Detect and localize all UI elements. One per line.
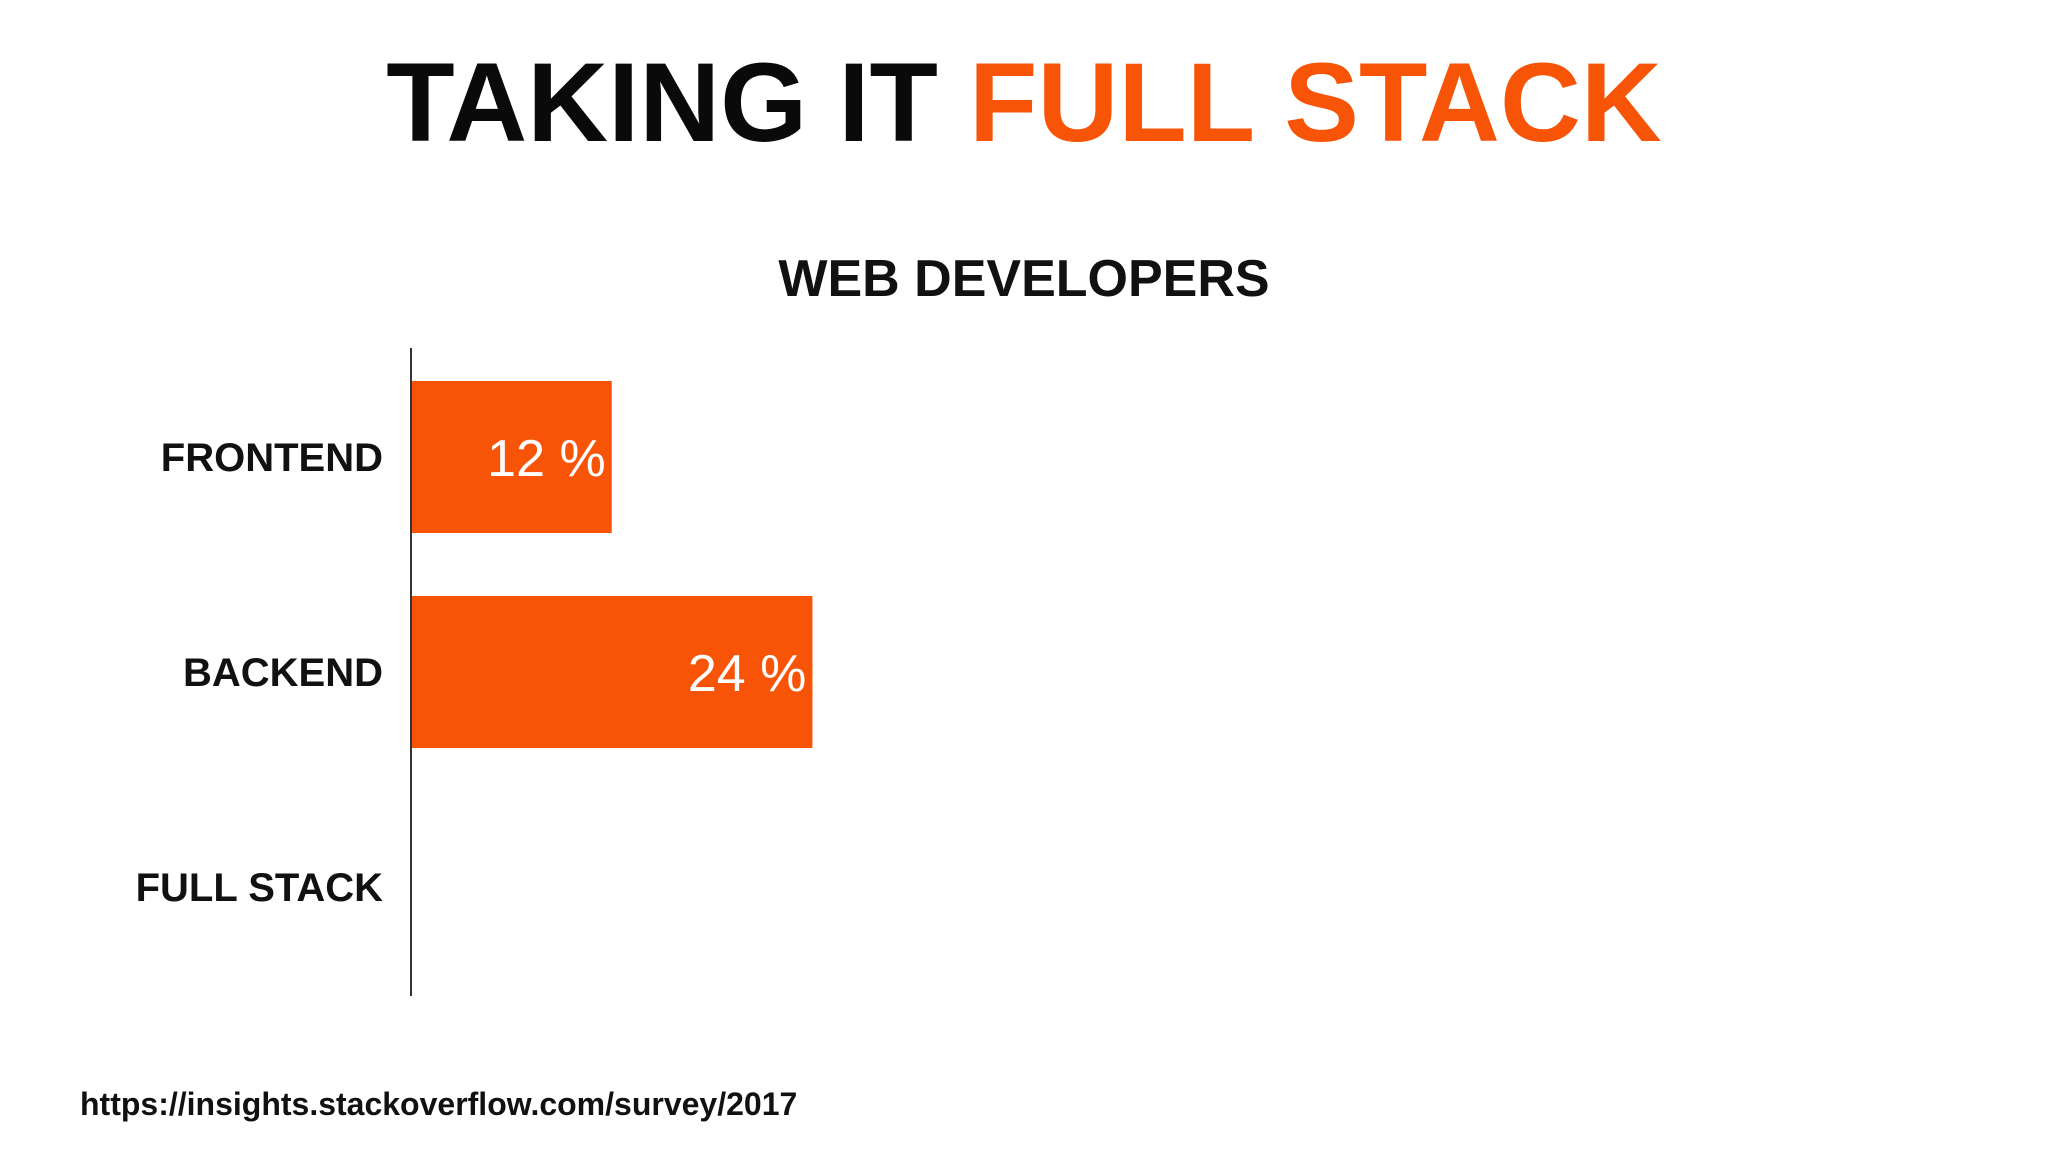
bar-value-label: 12 %: [487, 430, 606, 488]
slide-title-part2: FULL STACK: [969, 40, 1662, 165]
bar-value-label: 24 %: [688, 645, 807, 703]
bar: [411, 596, 813, 748]
slide-title: TAKING IT FULL STACK: [0, 38, 2048, 168]
category-label: BACKEND: [183, 651, 383, 695]
bars-layer: FRONTEND 12 % BACKEND 24 % FULL STACK: [136, 381, 813, 910]
category-label: FRONTEND: [161, 436, 383, 480]
slide-title-part1: TAKING IT: [386, 40, 970, 165]
bar: [411, 381, 612, 533]
source-link[interactable]: https://insights.stackoverflow.com/surve…: [80, 1086, 798, 1122]
chart-title: WEB DEVELOPERS: [778, 250, 1269, 308]
category-label: FULL STACK: [136, 866, 383, 910]
